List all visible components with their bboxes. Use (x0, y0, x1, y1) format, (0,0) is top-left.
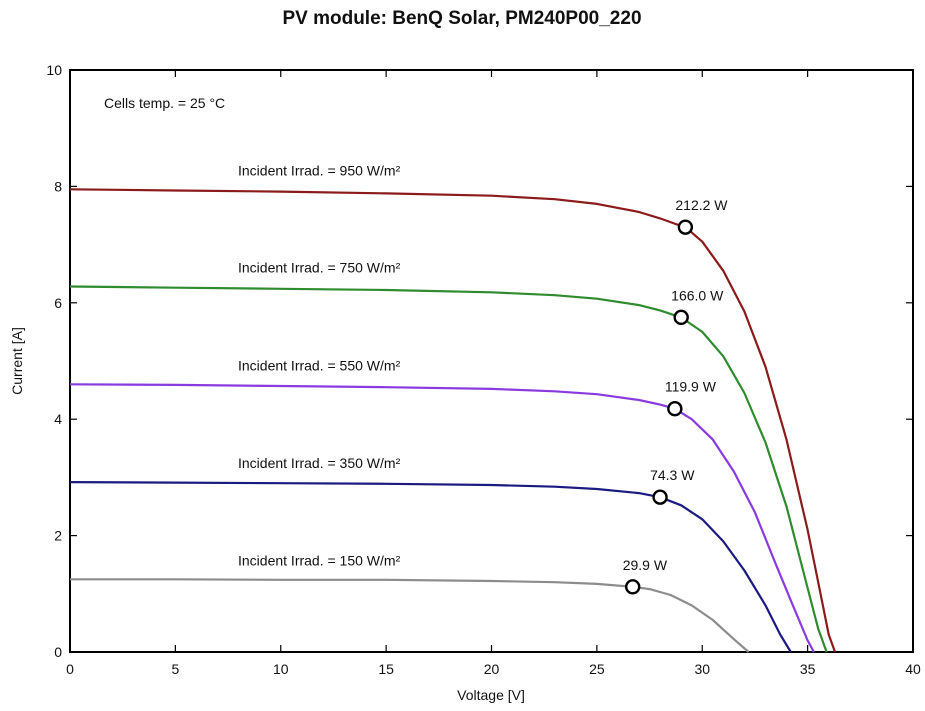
y-tick-label: 0 (54, 644, 62, 660)
y-tick-label: 4 (54, 411, 62, 427)
cells-temp-annotation: Cells temp. = 25 °C (104, 95, 225, 111)
series-line-1 (69, 285, 828, 653)
series-label-3: Incident Irrad. = 350 W/m² (238, 455, 401, 471)
series-label-1: Incident Irrad. = 750 W/m² (238, 260, 401, 276)
x-tick-label: 40 (905, 661, 921, 677)
mpp-point-3 (652, 489, 668, 505)
mpp-power-label-4: 29.9 W (623, 557, 668, 573)
axis-ticks: 0 5 10 15 20 25 30 35 40 0 2 4 6 8 10 (46, 62, 921, 677)
mpp-point-2 (667, 401, 683, 417)
series-label-2: Incident Irrad. = 550 W/m² (238, 357, 401, 373)
series-line-3 (69, 481, 792, 653)
x-tick-label: 20 (484, 661, 500, 677)
x-tick-label: 35 (800, 661, 816, 677)
chart-title: PV module: BenQ Solar, PM240P00_220 (282, 8, 641, 29)
series-label-4: Incident Irrad. = 150 W/m² (238, 552, 401, 568)
mpp-power-label-1: 166.0 W (671, 287, 724, 303)
y-axis-label: Current [A] (9, 327, 25, 395)
mpp-power-label-3: 74.3 W (650, 467, 695, 483)
x-tick-label: 25 (589, 661, 605, 677)
series-label-0: Incident Irrad. = 950 W/m² (238, 162, 401, 178)
y-tick-label: 10 (46, 62, 62, 78)
y-tick-label: 8 (54, 178, 62, 194)
mpp-power-label-0: 212.2 W (675, 197, 728, 213)
y-tick-label: 2 (54, 528, 62, 544)
x-tick-label: 0 (66, 661, 74, 677)
plot-area (69, 69, 914, 653)
series-line-4 (70, 578, 750, 653)
x-tick-label: 15 (378, 661, 394, 677)
x-tick-label: 30 (694, 661, 710, 677)
mpp-point-1 (673, 309, 689, 326)
x-axis-label: Voltage [V] (457, 687, 525, 703)
y-tick-label: 6 (54, 295, 62, 311)
mpp-power-label-2: 119.9 W (665, 379, 717, 395)
x-tick-label: 5 (171, 661, 179, 677)
mpp-point-0 (677, 219, 694, 235)
curve-labels: Incident Irrad. = 950 W/m² 212.2 W Inciden… (238, 162, 728, 595)
mpp-point-4 (625, 579, 641, 595)
x-tick-label: 10 (273, 661, 289, 677)
